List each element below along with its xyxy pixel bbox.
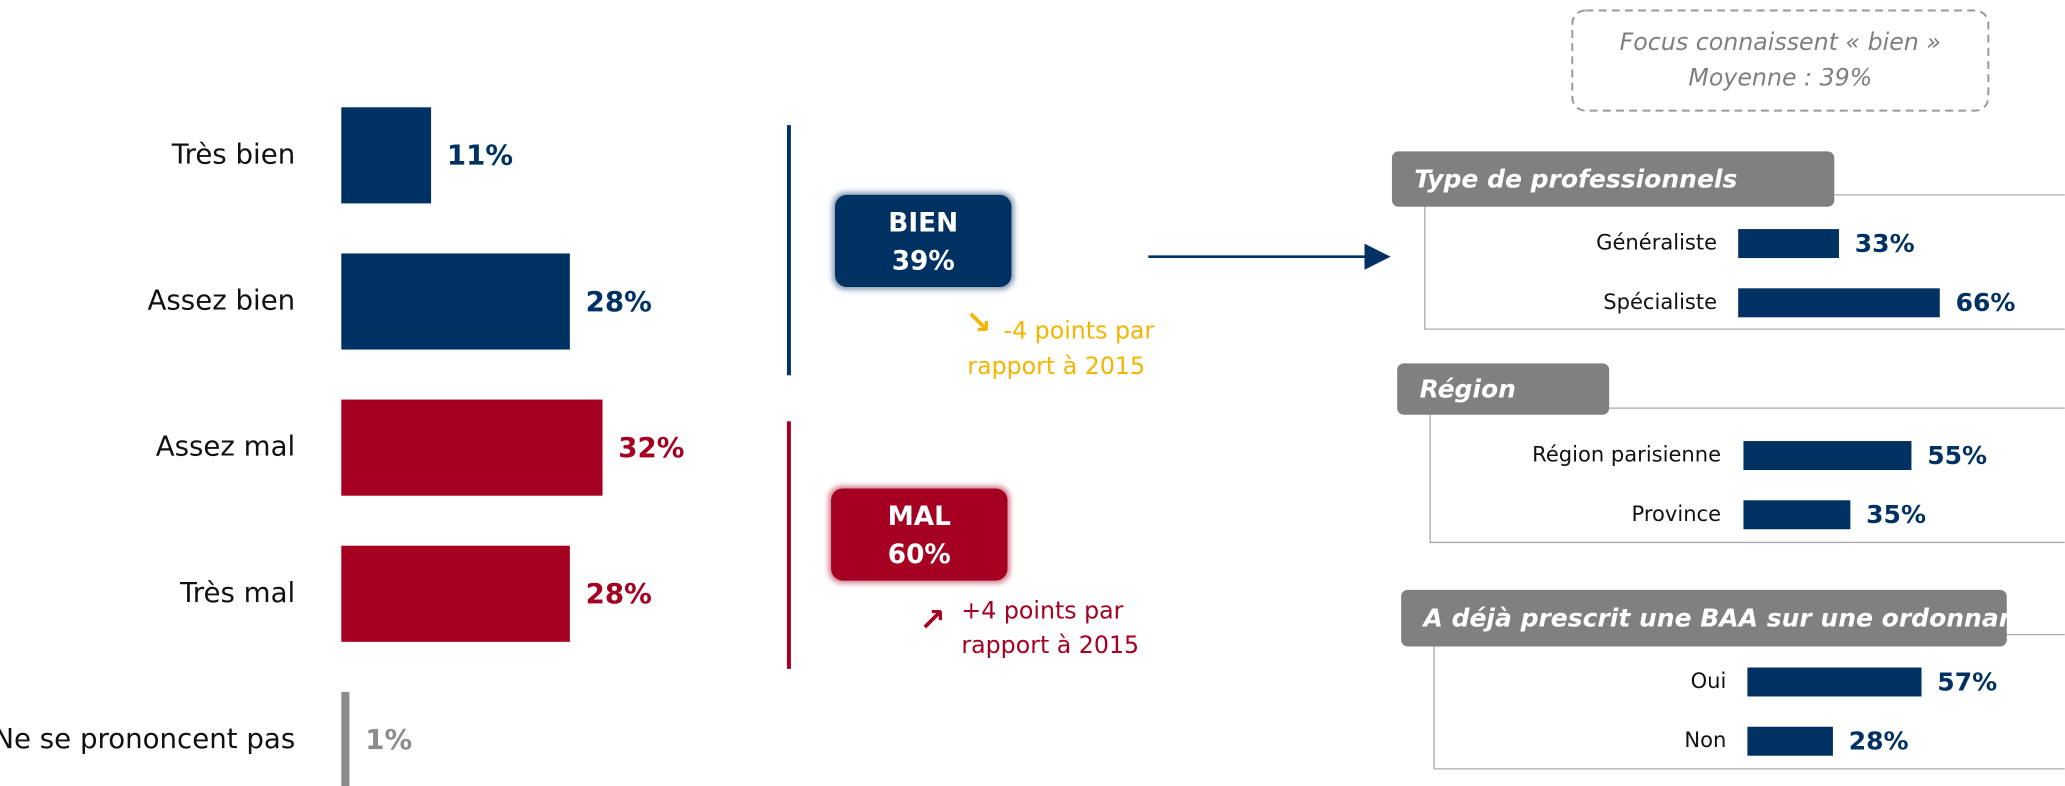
summary-label: MAL bbox=[888, 502, 952, 532]
panel-header bbox=[1391, 151, 1835, 207]
trend-arrow: ↘ bbox=[965, 305, 991, 341]
panel-header bbox=[1401, 589, 2007, 647]
value-label: 1% bbox=[365, 723, 412, 756]
bar bbox=[341, 253, 570, 350]
category-label: Généraliste bbox=[1596, 230, 1717, 255]
trend-note: rapport à 2015 bbox=[961, 631, 1139, 659]
bar bbox=[341, 107, 432, 204]
category-label: Région parisienne bbox=[1532, 442, 1721, 467]
bar bbox=[341, 399, 603, 496]
category-label: Assez bien bbox=[148, 283, 296, 316]
value-label: 33% bbox=[1855, 229, 1915, 258]
panel-title: Région bbox=[1420, 374, 1516, 403]
bar bbox=[341, 545, 570, 642]
panel-header bbox=[1397, 363, 1610, 415]
category-label: Non bbox=[1684, 727, 1726, 752]
trend-note: +4 points par bbox=[961, 597, 1123, 625]
panel-title: Type de professionnels bbox=[1414, 164, 1737, 193]
bar bbox=[1738, 229, 1839, 259]
value-label: 32% bbox=[618, 431, 684, 464]
value-label: 28% bbox=[586, 285, 652, 318]
trend-note: rapport à 2015 bbox=[967, 352, 1145, 380]
value-label: 57% bbox=[1937, 667, 1997, 696]
focus-text: Moyenne : 39% bbox=[1688, 63, 1872, 91]
value-label: 28% bbox=[1849, 727, 1909, 756]
panel-title: A déjà prescrit une BAA sur une ordonnan… bbox=[1422, 603, 2049, 632]
value-label: 11% bbox=[447, 139, 513, 172]
value-label: 66% bbox=[1956, 288, 2016, 317]
bar bbox=[341, 691, 350, 786]
category-label: Très mal bbox=[179, 576, 295, 609]
bar bbox=[1743, 500, 1851, 530]
bar bbox=[1747, 667, 1922, 697]
summary-label: BIEN bbox=[888, 208, 958, 238]
value-label: 35% bbox=[1866, 500, 1926, 529]
bar bbox=[1738, 288, 1940, 318]
value-label: 28% bbox=[586, 577, 652, 610]
category-label: Oui bbox=[1691, 668, 1727, 693]
focus-text: Focus connaissent « bien » bbox=[1620, 28, 1941, 56]
bar bbox=[1747, 726, 1833, 756]
value-label: 55% bbox=[1927, 441, 1987, 470]
summary-box bbox=[831, 488, 1008, 581]
panel-frame bbox=[1429, 407, 2065, 544]
trend-arrow: ↗ bbox=[919, 602, 945, 638]
category-label: Assez mal bbox=[156, 430, 295, 463]
summary-value: 60% bbox=[888, 540, 951, 570]
summary-value: 39% bbox=[892, 247, 955, 277]
trend-note: -4 points par bbox=[1004, 316, 1155, 344]
bar bbox=[1743, 441, 1912, 471]
category-label: Province bbox=[1632, 501, 1722, 526]
category-label: Très bien bbox=[171, 137, 295, 170]
category-label: Spécialiste bbox=[1603, 289, 1717, 314]
category-label: Ne se prononcent pas bbox=[0, 722, 295, 755]
summary-box bbox=[835, 194, 1012, 288]
focus-box bbox=[1571, 9, 1990, 112]
